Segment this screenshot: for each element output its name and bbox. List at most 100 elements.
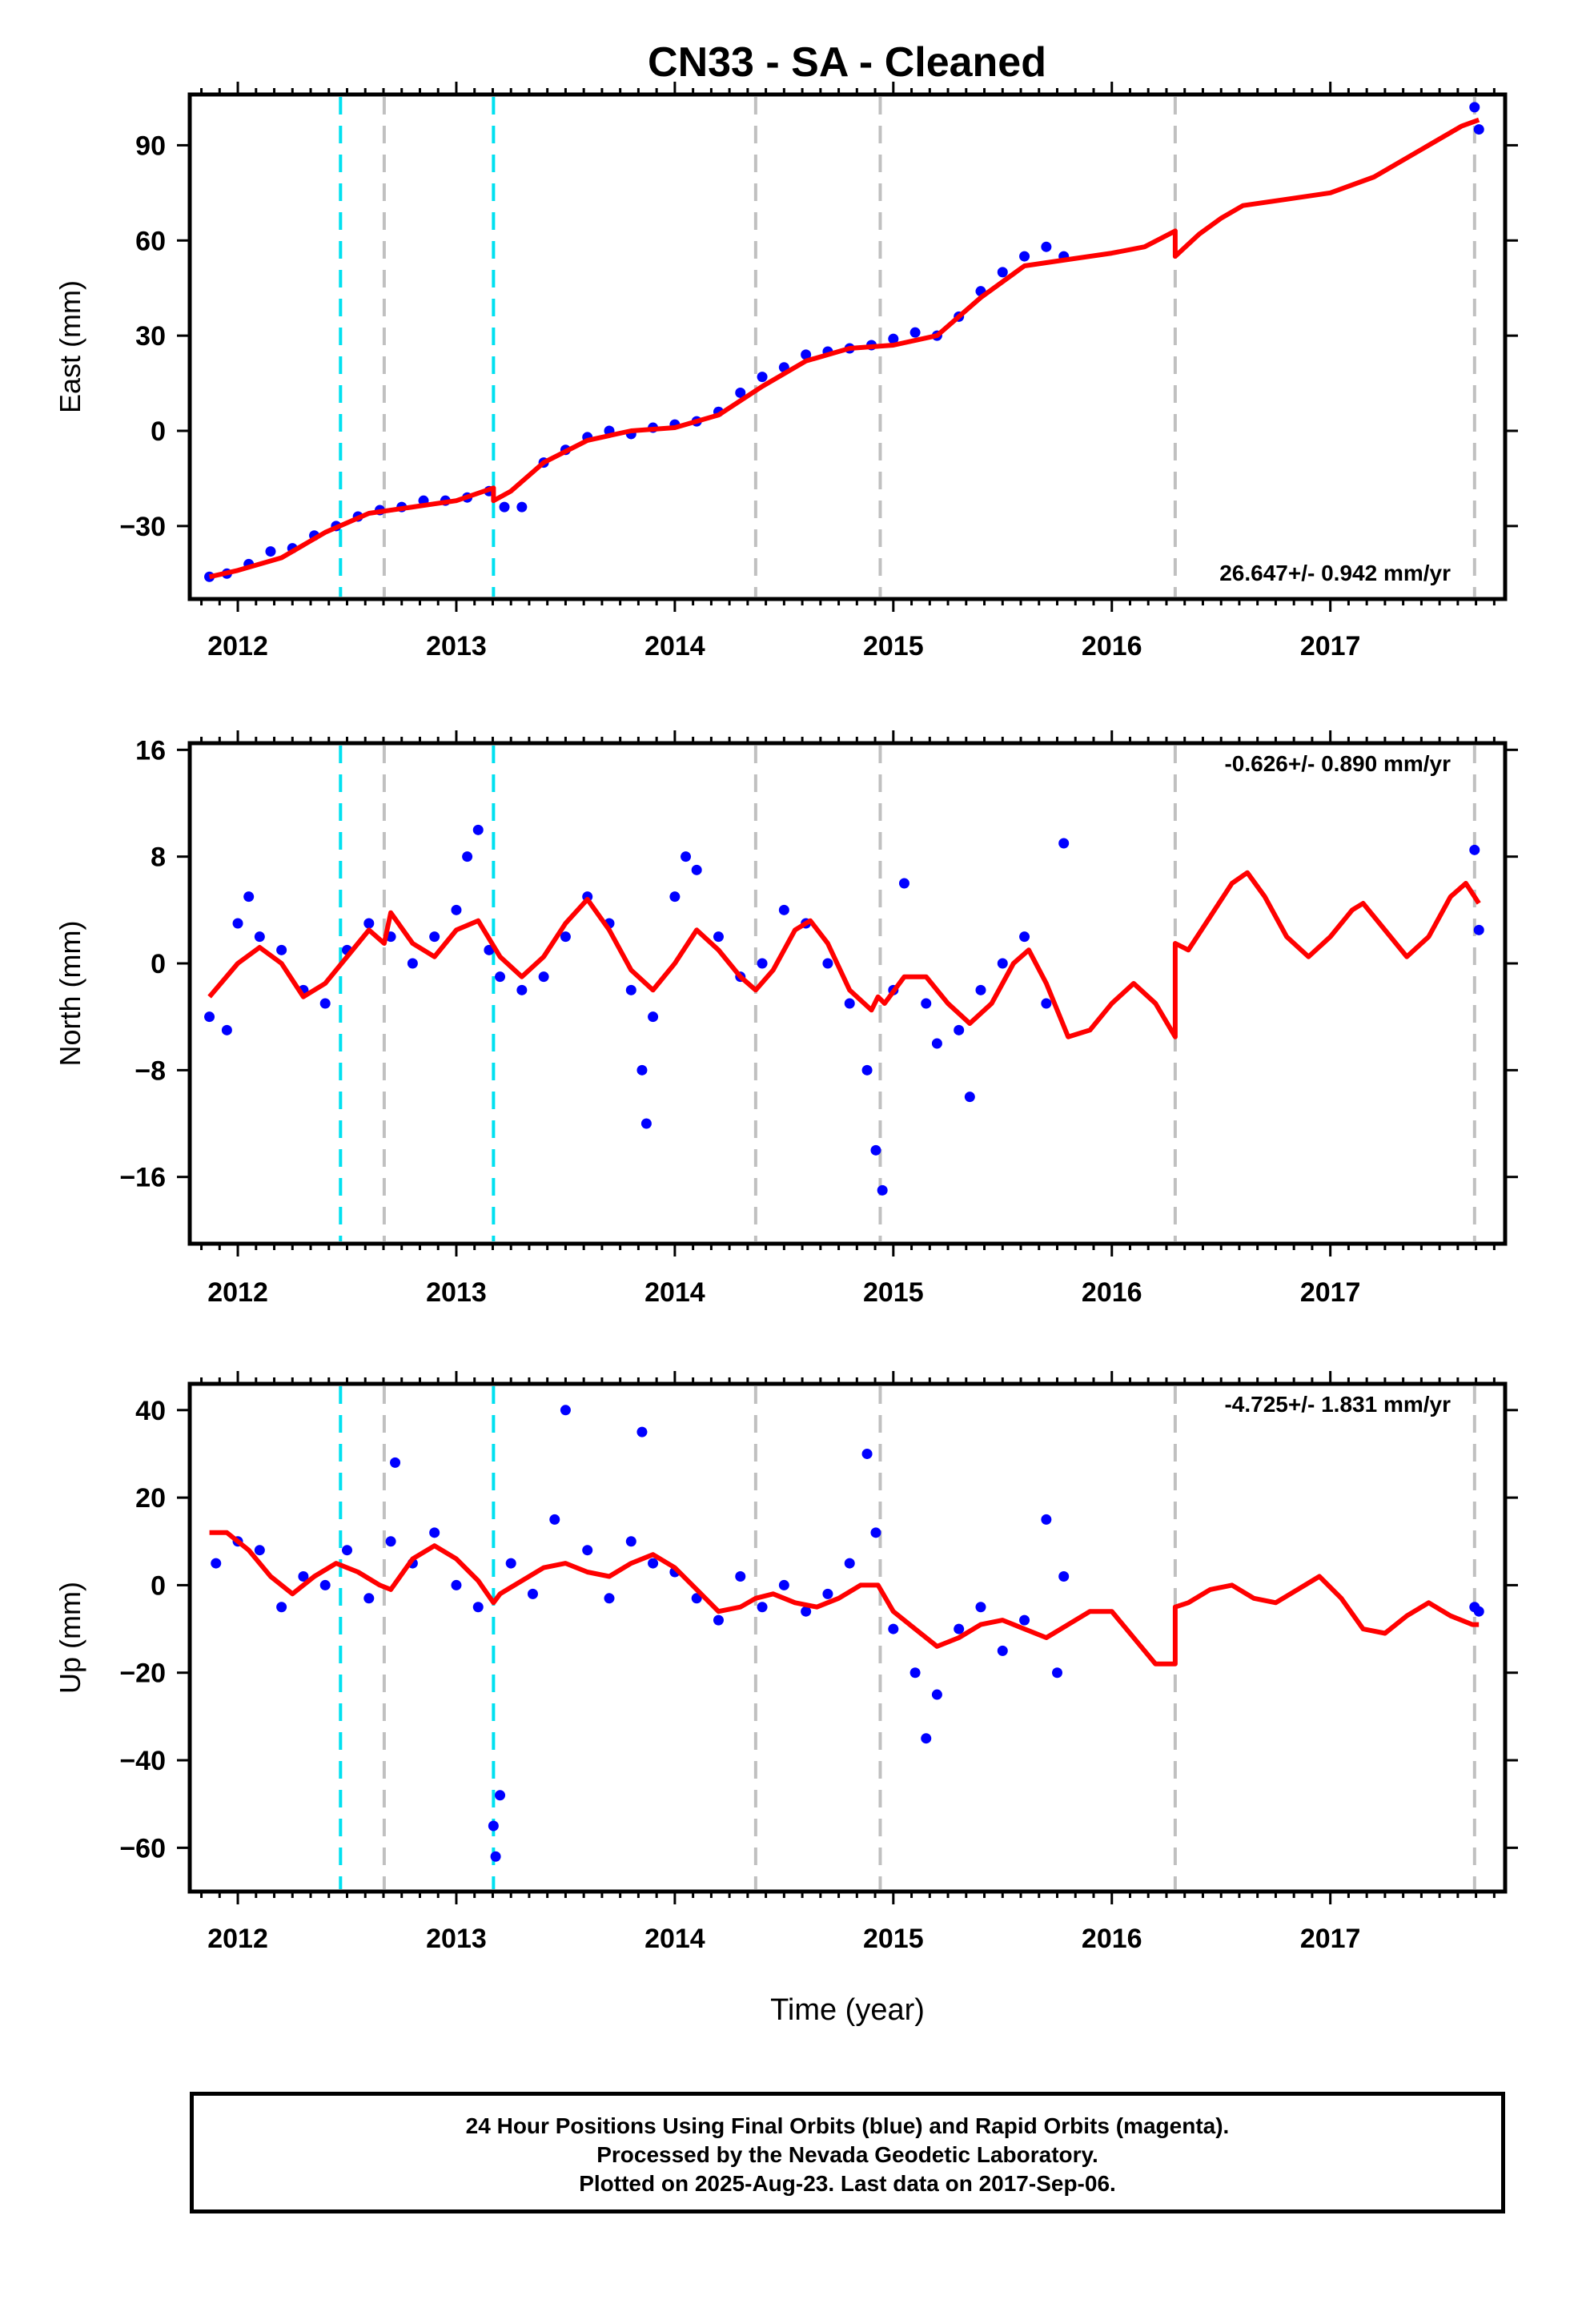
data-point bbox=[861, 1064, 873, 1076]
data-point bbox=[997, 267, 1008, 278]
y-tick-label: −8 bbox=[135, 1055, 166, 1086]
data-point bbox=[888, 1623, 899, 1634]
data-point bbox=[495, 971, 506, 983]
data-point bbox=[1019, 251, 1030, 262]
data-point bbox=[909, 327, 921, 338]
data-point bbox=[298, 1570, 309, 1582]
data-point bbox=[254, 1545, 265, 1556]
data-point bbox=[1473, 124, 1484, 135]
x-tick-label: 2015 bbox=[863, 631, 924, 661]
footer-caption: 24 Hour Positions Using Final Orbits (bl… bbox=[190, 2092, 1505, 2213]
data-point bbox=[265, 546, 276, 557]
data-point bbox=[488, 1820, 499, 1831]
plot-frame bbox=[187, 741, 1508, 1246]
data-point bbox=[221, 1024, 232, 1035]
data-point bbox=[462, 851, 473, 862]
data-point bbox=[648, 1558, 659, 1569]
x-tick-label: 2017 bbox=[1300, 1924, 1361, 1954]
data-point bbox=[390, 1457, 401, 1468]
data-point bbox=[495, 1790, 506, 1801]
model-curve bbox=[207, 870, 1481, 1039]
data-point bbox=[243, 891, 255, 903]
x-tick-label: 2016 bbox=[1082, 1277, 1142, 1308]
data-point bbox=[1041, 998, 1052, 1009]
model-curve bbox=[209, 1530, 1480, 1667]
data-point bbox=[604, 1593, 615, 1604]
y-tick-label: 8 bbox=[151, 842, 166, 873]
data-point bbox=[505, 1558, 516, 1569]
y-tick-label: 60 bbox=[135, 226, 166, 256]
x-tick-label: 2016 bbox=[1082, 631, 1142, 661]
data-point bbox=[844, 998, 855, 1009]
data-point bbox=[516, 984, 528, 995]
footer-line-2: Processed by the Nevada Geodetic Laborat… bbox=[596, 2142, 1098, 2167]
data-point bbox=[319, 998, 331, 1009]
y-tick-label: 0 bbox=[151, 949, 166, 979]
data-point bbox=[1058, 838, 1070, 849]
y-tick-label: 20 bbox=[135, 1483, 166, 1514]
data-point bbox=[713, 931, 724, 943]
data-point bbox=[870, 1527, 881, 1538]
data-point bbox=[407, 958, 418, 969]
y-tick-label: −60 bbox=[119, 1833, 166, 1864]
data-point bbox=[822, 958, 833, 969]
x-tick-label: 2012 bbox=[207, 1277, 268, 1308]
data-point bbox=[560, 1405, 571, 1416]
data-point bbox=[342, 1545, 353, 1556]
data-point bbox=[877, 1184, 888, 1196]
y-axis-label: North (mm) bbox=[54, 921, 86, 1067]
data-point bbox=[997, 958, 1008, 969]
data-point bbox=[363, 1593, 375, 1604]
data-point bbox=[232, 918, 243, 929]
y-tick-label: 16 bbox=[135, 735, 166, 766]
y-tick-label: −30 bbox=[119, 512, 166, 542]
data-point bbox=[954, 1024, 965, 1035]
y-tick-label: 0 bbox=[151, 1570, 166, 1601]
data-point bbox=[527, 1588, 538, 1599]
data-point bbox=[204, 1011, 215, 1023]
data-point bbox=[964, 1092, 975, 1103]
data-point bbox=[1469, 844, 1480, 855]
y-tick-label: 40 bbox=[135, 1396, 166, 1426]
data-point bbox=[778, 1579, 789, 1590]
data-point bbox=[1052, 1667, 1063, 1679]
data-point bbox=[1019, 1614, 1030, 1626]
plot-frame bbox=[187, 92, 1508, 601]
x-axis-label: Time (year) bbox=[770, 1993, 925, 2027]
data-point bbox=[921, 998, 932, 1009]
velocity-rate-label: -4.725+/- 1.831 mm/yr bbox=[1224, 1392, 1451, 1417]
data-point bbox=[472, 1602, 484, 1613]
data-point bbox=[801, 1606, 812, 1617]
data-point bbox=[636, 1064, 648, 1076]
data-point bbox=[625, 984, 636, 995]
data-point bbox=[1473, 924, 1484, 935]
data-point bbox=[1041, 1514, 1052, 1525]
data-point bbox=[319, 1579, 331, 1590]
data-point bbox=[997, 1645, 1008, 1656]
data-point bbox=[1469, 102, 1480, 113]
data-point bbox=[691, 1593, 702, 1604]
data-point bbox=[681, 851, 692, 862]
data-point bbox=[1041, 241, 1052, 252]
x-tick-label: 2016 bbox=[1082, 1924, 1142, 1954]
data-point bbox=[909, 1667, 921, 1679]
velocity-rate-label: 26.647+/- 0.942 mm/yr bbox=[1219, 561, 1451, 585]
data-point bbox=[735, 1570, 746, 1582]
data-point bbox=[648, 1011, 659, 1023]
data-point bbox=[757, 372, 768, 383]
data-point bbox=[975, 984, 986, 995]
data-point bbox=[211, 1558, 222, 1569]
data-point bbox=[1058, 1570, 1070, 1582]
data-point bbox=[735, 387, 746, 398]
x-tick-label: 2013 bbox=[426, 631, 487, 661]
data-point bbox=[898, 878, 909, 889]
data-point bbox=[363, 918, 375, 929]
data-point bbox=[921, 1733, 932, 1744]
data-point bbox=[861, 1448, 873, 1459]
data-point bbox=[778, 904, 789, 915]
x-tick-label: 2015 bbox=[863, 1277, 924, 1308]
data-point bbox=[429, 1527, 440, 1538]
x-tick-label: 2012 bbox=[207, 631, 268, 661]
data-point bbox=[1473, 1606, 1484, 1617]
